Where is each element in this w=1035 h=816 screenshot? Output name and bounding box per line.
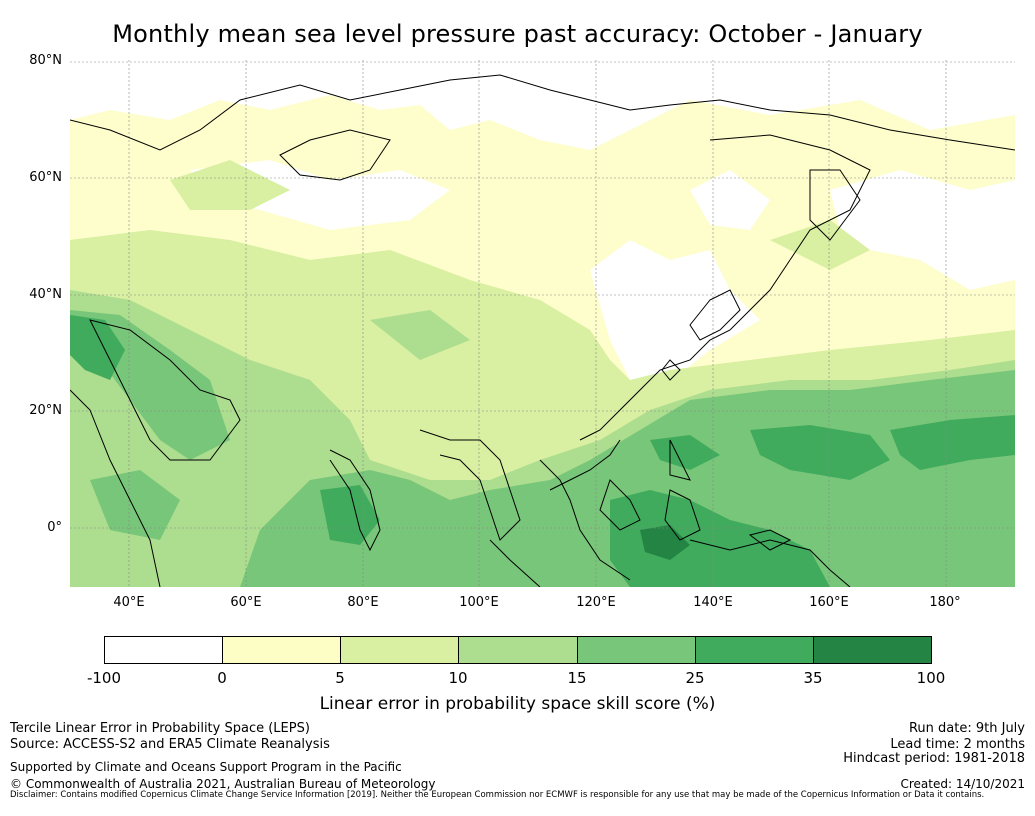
lon-label-60e: 60°E bbox=[230, 595, 262, 610]
gridlines bbox=[70, 60, 1015, 587]
skill-dark-green-regions bbox=[70, 315, 1015, 587]
colorbar-tick-label: 35 bbox=[803, 669, 823, 687]
colorbar-swatch bbox=[813, 637, 931, 663]
colorbar-tick-label: 0 bbox=[217, 669, 227, 687]
footer-lead-time: Lead time: 2 months bbox=[890, 737, 1025, 752]
colorbar-tick-label: 5 bbox=[335, 669, 345, 687]
colorbar bbox=[104, 636, 932, 664]
lat-label-80n: 80°N bbox=[29, 53, 62, 68]
colorbar-tick-label: 15 bbox=[567, 669, 587, 687]
colorbar-swatch bbox=[105, 637, 224, 663]
colorbar-tick-label: 25 bbox=[685, 669, 705, 687]
colorbar-tick-label: -100 bbox=[86, 669, 122, 687]
colorbar-swatch bbox=[223, 637, 342, 663]
skill-map bbox=[70, 60, 1015, 587]
colorbar-tick-label: 10 bbox=[448, 669, 468, 687]
lat-label-40n: 40°N bbox=[29, 287, 62, 302]
lon-label-180: 180° bbox=[929, 595, 961, 610]
disclaimer: Disclaimer: Contains modified Copernicus… bbox=[10, 790, 985, 800]
chart-title: Monthly mean sea level pressure past acc… bbox=[112, 20, 923, 48]
footer-method: Tercile Linear Error in Probability Spac… bbox=[10, 721, 310, 736]
footer-hindcast: Hindcast period: 1981-2018 bbox=[843, 751, 1025, 766]
footer-created: Created: 14/10/2021 bbox=[900, 777, 1025, 791]
lon-label-120e: 120°E bbox=[576, 595, 616, 610]
colorbar-swatch bbox=[695, 637, 814, 663]
footer-source: Source: ACCESS-S2 and ERA5 Climate Reana… bbox=[10, 737, 330, 752]
lon-label-140e: 140°E bbox=[693, 595, 733, 610]
lon-label-100e: 100°E bbox=[459, 595, 499, 610]
coastlines bbox=[70, 74, 1015, 587]
lat-label-20n: 20°N bbox=[29, 403, 62, 418]
colorbar-swatch bbox=[459, 637, 578, 663]
lon-label-40e: 40°E bbox=[113, 595, 145, 610]
lon-label-160e: 160°E bbox=[809, 595, 849, 610]
skill-darkest-regions bbox=[640, 525, 690, 560]
map-canvas bbox=[70, 60, 1015, 587]
footer-copyright: © Commonwealth of Australia 2021, Austra… bbox=[10, 777, 436, 791]
colorbar-swatch bbox=[577, 637, 696, 663]
footer-support: Supported by Climate and Oceans Support … bbox=[10, 760, 402, 774]
lon-label-80e: 80°E bbox=[347, 595, 379, 610]
lat-label-60n: 60°N bbox=[29, 170, 62, 185]
colorbar-swatch bbox=[341, 637, 460, 663]
lat-label-0: 0° bbox=[47, 520, 62, 535]
colorbar-label: Linear error in probability space skill … bbox=[319, 694, 716, 714]
colorbar-tick-label: 100 bbox=[916, 669, 946, 687]
footer-run-date: Run date: 9th July bbox=[908, 721, 1025, 736]
